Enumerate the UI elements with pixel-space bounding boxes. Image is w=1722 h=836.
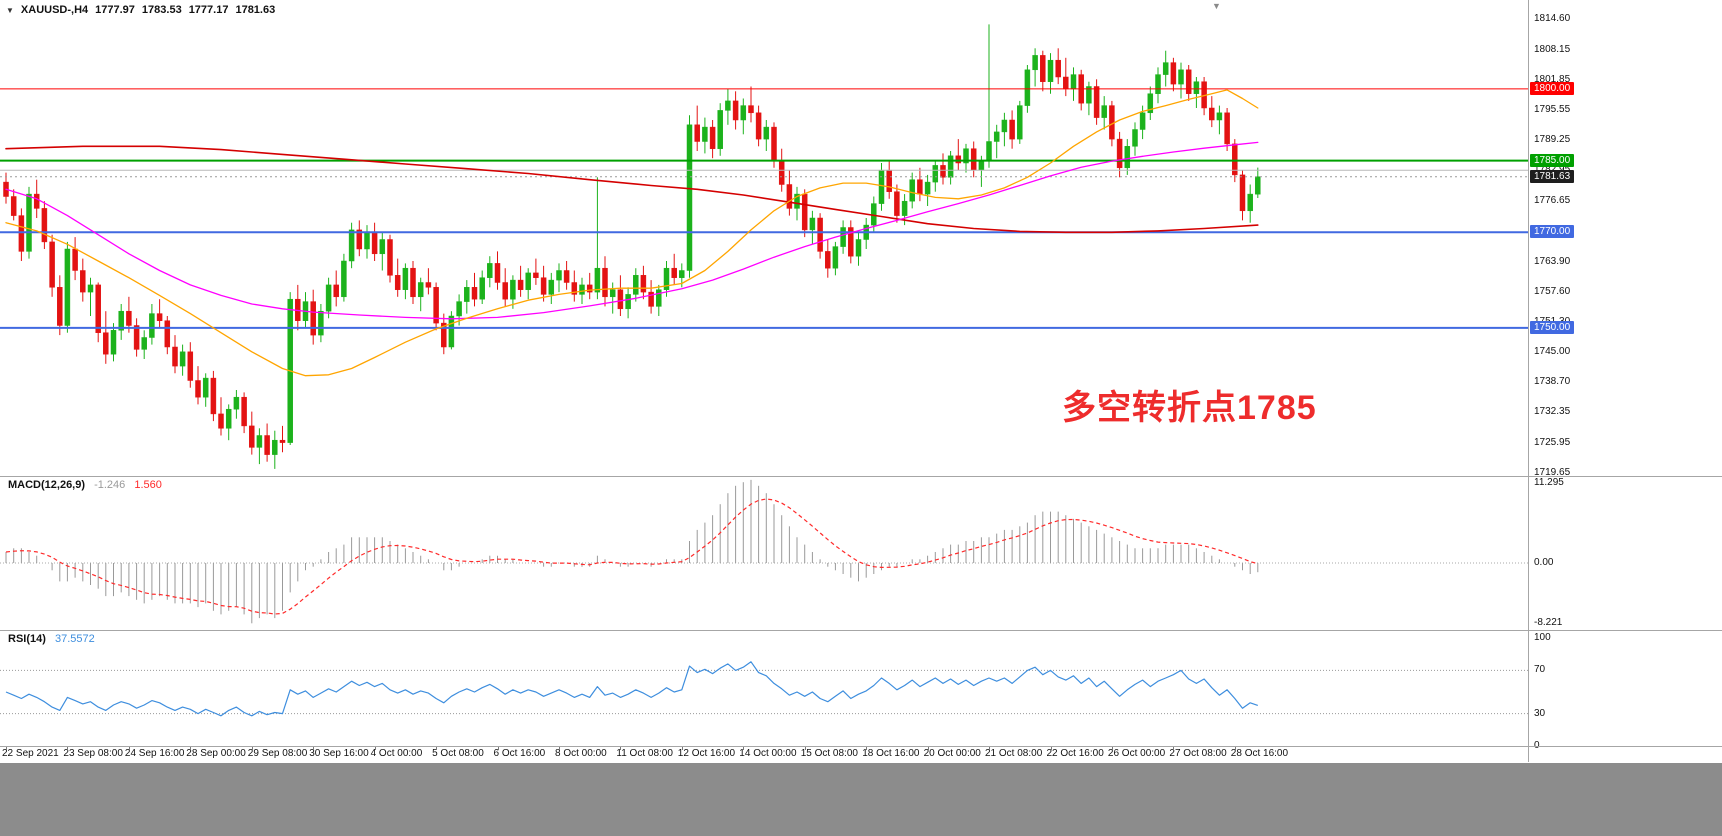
time-axis-label: 27 Oct 08:00 (1169, 748, 1227, 759)
time-axis-tick (436, 746, 438, 750)
price-axis-label: 1725.95 (1534, 436, 1571, 448)
time-axis-label: 21 Oct 08:00 (985, 748, 1043, 759)
level-price-badge: 1785.00 (1530, 153, 1575, 167)
main-chart-area[interactable] (0, 0, 1528, 476)
time-axis-label: 18 Oct 16:00 (862, 748, 920, 759)
rsi-axis-label: 70 (1534, 664, 1546, 676)
ohlc-close: 1781.63 (235, 4, 276, 16)
time-axis-tick (681, 746, 683, 750)
chart-title: ▼ XAUUSD-,H4 1777.97 1783.53 1777.17 178… (6, 4, 275, 16)
macd-histogram (5, 479, 1259, 624)
time-axis-label: 28 Sep 00:00 (186, 748, 246, 759)
macd-main-value: -1.246 (94, 479, 126, 491)
time-axis-label: 29 Sep 08:00 (247, 748, 308, 759)
time-axis-tick (6, 746, 7, 750)
time-axis-tick (313, 746, 315, 750)
current-price-badge: 1781.63 (1530, 169, 1575, 183)
time-axis-label: 4 Oct 00:00 (370, 748, 423, 759)
time-axis-tick (804, 746, 806, 750)
time-axis-label: 5 Oct 08:00 (432, 748, 484, 759)
time-axis-tick (190, 746, 192, 750)
macd-panel-area[interactable] (0, 476, 1528, 630)
ma-fast-orange (5, 89, 1259, 377)
price-axis-label: 1738.70 (1534, 375, 1571, 387)
level-price-badge: 1800.00 (1530, 81, 1575, 95)
ohlc-low: 1777.17 (188, 4, 229, 16)
candles (3, 24, 1261, 469)
macd-signal-value: 1.560 (134, 479, 162, 491)
time-axis-label: 22 Oct 16:00 (1046, 748, 1104, 759)
time-axis-label: 26 Oct 00:00 (1107, 748, 1166, 759)
level-price-badge: 1750.00 (1530, 320, 1575, 334)
macd-signal-line (5, 498, 1258, 615)
time-axis-tick (251, 746, 253, 750)
price-axis-label: 1763.90 (1534, 255, 1571, 267)
time-axis-label: 15 Oct 08:00 (800, 748, 858, 759)
price-axis-label: 1789.25 (1534, 134, 1571, 146)
time-axis-label: 12 Oct 16:00 (677, 748, 736, 759)
rsi-value: 37.5572 (54, 633, 95, 645)
symbol-collapse-icon[interactable]: ▼ (6, 5, 14, 15)
time-axis-label: 14 Oct 00:00 (739, 748, 797, 759)
panel-separator[interactable] (0, 476, 1722, 477)
time-axis-tick (743, 746, 745, 750)
time-axis-tick (497, 746, 499, 750)
macd-name: MACD(12,26,9) (8, 479, 86, 491)
time-axis-label: 22 Sep 2021 (2, 748, 59, 759)
time-axis-tick (559, 746, 560, 750)
time-axis-label: 28 Oct 16:00 (1230, 748, 1289, 759)
time-axis-tick (866, 746, 868, 750)
symbol-timeframe-label: XAUUSD-,H4 (20, 4, 89, 16)
rsi-name: RSI(14) (8, 633, 46, 645)
price-axis-label: 1795.55 (1534, 104, 1571, 116)
price-axis-label: 1745.00 (1534, 345, 1571, 357)
chart-annotation-text[interactable]: 多空转折点1785 (1062, 389, 1317, 427)
rsi-axis-label: 100 (1534, 632, 1551, 643)
macd-indicator-label: MACD(12,26,9) -1.246 1.560 (8, 479, 162, 491)
macd-axis-label: 11.295 (1534, 477, 1564, 488)
time-axis-label: 23 Sep 08:00 (63, 748, 123, 759)
price-axis-label: 1814.60 (1534, 13, 1571, 25)
time-axis-tick (927, 746, 929, 750)
price-axis-label: 1801.85 (1534, 74, 1571, 86)
window-footer (0, 763, 1722, 836)
price-axis-label: 1757.60 (1534, 285, 1571, 297)
rsi-line (5, 661, 1258, 717)
time-axis-label: 11 Oct 08:00 (616, 748, 673, 759)
time-axis-tick (620, 746, 622, 750)
time-axis-label: 30 Sep 16:00 (309, 748, 369, 759)
panel-separator (0, 746, 1722, 747)
rsi-axis-label: 30 (1534, 707, 1546, 719)
time-axis-label: 8 Oct 00:00 (555, 748, 607, 759)
time-axis-label: 24 Sep 16:00 (124, 748, 185, 759)
time-axis-tick (1050, 746, 1052, 750)
rsi-axis-label: 0 (1534, 740, 1540, 752)
level-price-badge: 1770.00 (1530, 225, 1575, 239)
rsi-indicator-label: RSI(14) 37.5572 (8, 633, 95, 645)
ohlc-high: 1783.53 (141, 4, 182, 16)
panel-separator[interactable] (0, 630, 1722, 631)
time-axis-label: 6 Oct 16:00 (493, 748, 546, 759)
time-axis-label: 20 Oct 00:00 (923, 748, 981, 759)
price-axis-label: 1808.15 (1534, 44, 1571, 55)
time-axis-tick (1173, 746, 1175, 750)
time-axis-tick (1111, 746, 1113, 750)
time-axis-tick (67, 746, 69, 750)
ohlc-open: 1777.97 (95, 4, 135, 16)
time-axis-tick (1234, 746, 1236, 750)
macd-axis-label: 0.00 (1534, 557, 1554, 568)
price-axis-label: 1732.35 (1534, 406, 1571, 418)
rsi-panel-area[interactable] (0, 630, 1528, 746)
ma-mid-magenta (5, 141, 1259, 320)
price-axis-label: 1776.65 (1534, 194, 1571, 206)
macd-axis-label: -8.221 (1534, 617, 1563, 629)
time-axis-tick (989, 746, 990, 750)
time-axis-tick (374, 746, 376, 750)
axis-border (1528, 0, 1529, 762)
chart-shift-marker-icon[interactable]: ▼ (1212, 1, 1221, 11)
time-axis-tick (128, 746, 130, 750)
ma-slow-red (5, 145, 1259, 234)
price-axis-label: 1719.65 (1534, 467, 1571, 478)
